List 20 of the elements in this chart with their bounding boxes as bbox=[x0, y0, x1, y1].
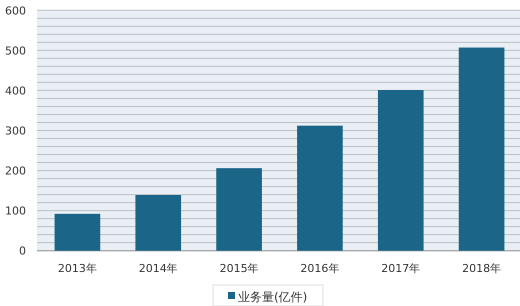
bar bbox=[216, 168, 262, 251]
y-tick-label: 600 bbox=[5, 4, 26, 18]
y-tick-label: 400 bbox=[5, 84, 26, 98]
x-tick-label: 2014年 bbox=[138, 262, 178, 275]
x-tick-label: 2015年 bbox=[220, 262, 259, 275]
y-tick-label: 500 bbox=[5, 44, 26, 58]
legend-label: 业务量(亿件) bbox=[238, 290, 308, 304]
y-tick-label: 200 bbox=[5, 164, 26, 178]
x-tick-label: 2017年 bbox=[381, 262, 420, 275]
bar bbox=[297, 126, 343, 251]
bar bbox=[54, 214, 100, 251]
bar bbox=[135, 195, 182, 251]
y-tick-label: 300 bbox=[5, 124, 26, 138]
y-tick-label: 100 bbox=[5, 204, 26, 218]
bar bbox=[378, 90, 424, 251]
x-tick-label: 2018年 bbox=[462, 262, 502, 275]
y-tick-label: 0 bbox=[19, 244, 26, 258]
x-tick-label: 2016年 bbox=[300, 262, 340, 275]
bar bbox=[458, 48, 504, 251]
x-tick-label: 2013年 bbox=[58, 262, 97, 275]
